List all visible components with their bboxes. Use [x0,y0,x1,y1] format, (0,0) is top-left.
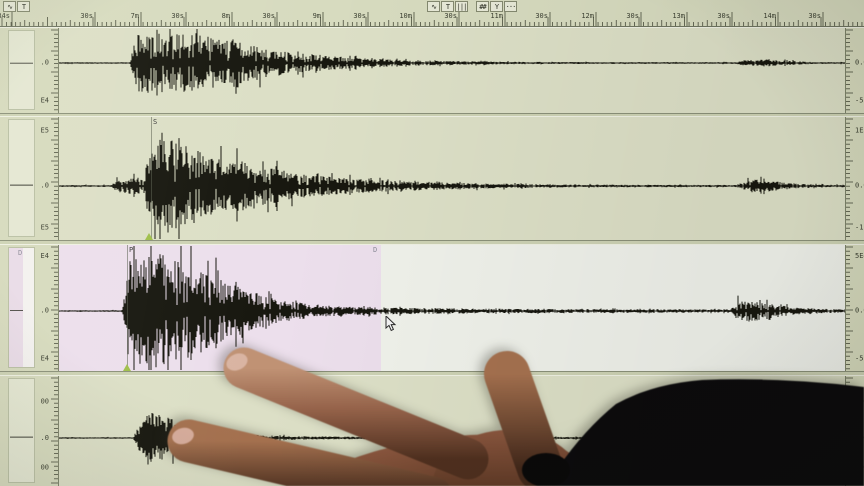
phase-pick-line-p[interactable] [127,245,128,371]
trace-minimap[interactable]: D [8,247,35,368]
text-tool-button[interactable]: T [17,1,30,12]
toolbar-left: ∿ T [3,1,36,12]
seismogram-waveform [59,29,845,96]
dots-tool-button[interactable]: ··· [504,1,517,12]
seismogram-waveform [59,246,845,370]
fingernail [226,353,248,371]
minimap-trace [10,62,33,64]
timeline-label: 13m [672,12,685,20]
trace-minimap[interactable] [8,30,35,110]
middle-finger [167,419,450,486]
trace-panel-1[interactable]: 0.0 -5E4 0.0 -5E4 [0,27,864,114]
waveform-tool-button[interactable]: ∿ [3,1,16,12]
timeline-label: 7m [131,12,139,20]
timeline-label: 12m [581,12,594,20]
mouse-cursor [385,316,397,332]
selection-end-label: D [373,246,378,254]
amplitude-axis-left: 5E4 0.0 -5E4 [41,245,58,371]
timeline-label: 30s [171,12,184,20]
amplitude-tick-label: 5E4 [41,252,49,260]
amplitude-axis-right: 0.0 -5E4 [846,28,864,113]
filter-tool-button[interactable]: ||| [455,1,468,12]
text-tool-button[interactable]: T [441,1,454,12]
seismogram-waveform [59,132,845,239]
amplitude-axis-left: 0.0 -5E4 [41,28,58,113]
amplitude-tick-label: 1E5 [855,127,864,135]
watch-band [522,453,570,486]
timeline-label: 10m [399,12,412,20]
timeline-label: 30s [80,12,93,20]
amplitude-tick-label: -5000 [41,463,49,471]
index-finger [223,347,489,480]
timeline-label: 34s [0,12,10,20]
amplitude-axis-left: 5000 0.0 -5000 [41,376,58,486]
toolbar-center: ∿ T ||| ## Y ··· [427,1,523,12]
amplitude-tick-label: 0.0 [855,181,864,189]
timeline-label: 30s [262,12,275,20]
amplitude-tick-label: -1E5 [41,224,49,232]
trace-area[interactable] [58,28,846,113]
amplitude-tick-label: -5E4 [41,354,49,362]
phase-label-s: S [153,118,158,126]
thumb [484,351,563,486]
amplitude-tick-label: 0.0 [41,434,49,442]
waveform-tool-button[interactable]: ∿ [427,1,440,12]
timeline-label: 9m [313,12,321,20]
phase-label-p: P [129,246,134,254]
amplitude-tick-label: 5E4 [855,252,864,260]
minimap-trace [10,436,33,438]
timeline-label: 11m [490,12,503,20]
phase-pick-line-s[interactable] [151,117,152,240]
minimap-d-label: D [18,249,23,257]
toolbar-group: ∿ T [3,1,30,12]
minimap-trace [10,184,33,186]
pick-triangle-marker[interactable] [123,364,131,371]
amplitude-tick-label: -5E4 [855,354,864,362]
amplitude-tick-label: 0.0 [41,59,49,67]
timeline-ruler: ∿T ∿T|||##Y··· 34s30s7m30s8m30s9m30s10m3… [0,0,864,27]
amplitude-tick-label: -1E5 [855,224,864,232]
timeline-label: 30s [626,12,639,20]
timeline-label: 30s [444,12,457,20]
amplitude-axis-left: 1E5 0.0 -1E5 [41,117,58,240]
trace-panel-3[interactable]: D5E40.0-5E4PD5E40.0-5E4 [0,244,864,372]
amplitude-tick-label: 0.0 [41,307,49,315]
timeline-label: 30s [717,12,730,20]
amplitude-tick-label: 1E5 [41,127,49,135]
trace-minimap[interactable] [8,378,35,483]
timeline-label: 30s [535,12,548,20]
timeline-label: 30s [353,12,366,20]
timeline-label: 14m [763,12,776,20]
trace-area[interactable]: S [58,117,846,240]
timeline-ticks: 34s 30s 7m 30s 8m 30s 9m 30s 10m 30s 11m 30s 12m 30s 1… [0,12,863,26]
amplitude-axis-right: 1E5 0.0 -1E5 [846,117,864,240]
amplitude-tick-label: 5000 [41,397,49,405]
pick-triangle-marker[interactable] [145,233,153,240]
toolbar-group: ## Y ··· [476,1,517,12]
trace-panel-2[interactable]: 1E5 0.0 -1E5 S 1E5 0.0 -1E5 [0,116,864,241]
toolbar-group: ∿ T ||| [427,1,468,12]
trace-minimap[interactable] [8,119,35,237]
amplitude-tick-label: 0.0 [41,181,49,189]
amplitude-tick-label: -5E4 [855,96,864,104]
jacket-sleeve [538,379,864,486]
amplitude-tick-label: -5E4 [41,96,49,104]
timeline-label: 8m [222,12,230,20]
timeline-label: 30s [808,12,821,20]
y-scale-tool-button[interactable]: Y [490,1,503,12]
hatch-tool-button[interactable]: ## [476,1,489,12]
amplitude-tick-label: 0.0 [855,59,864,67]
minimap-window [22,248,34,367]
fingernail [172,427,194,445]
amplitude-axis-right: 5E4 0.0 -5E4 [846,245,864,371]
amplitude-tick-label: 0.0 [855,307,864,315]
